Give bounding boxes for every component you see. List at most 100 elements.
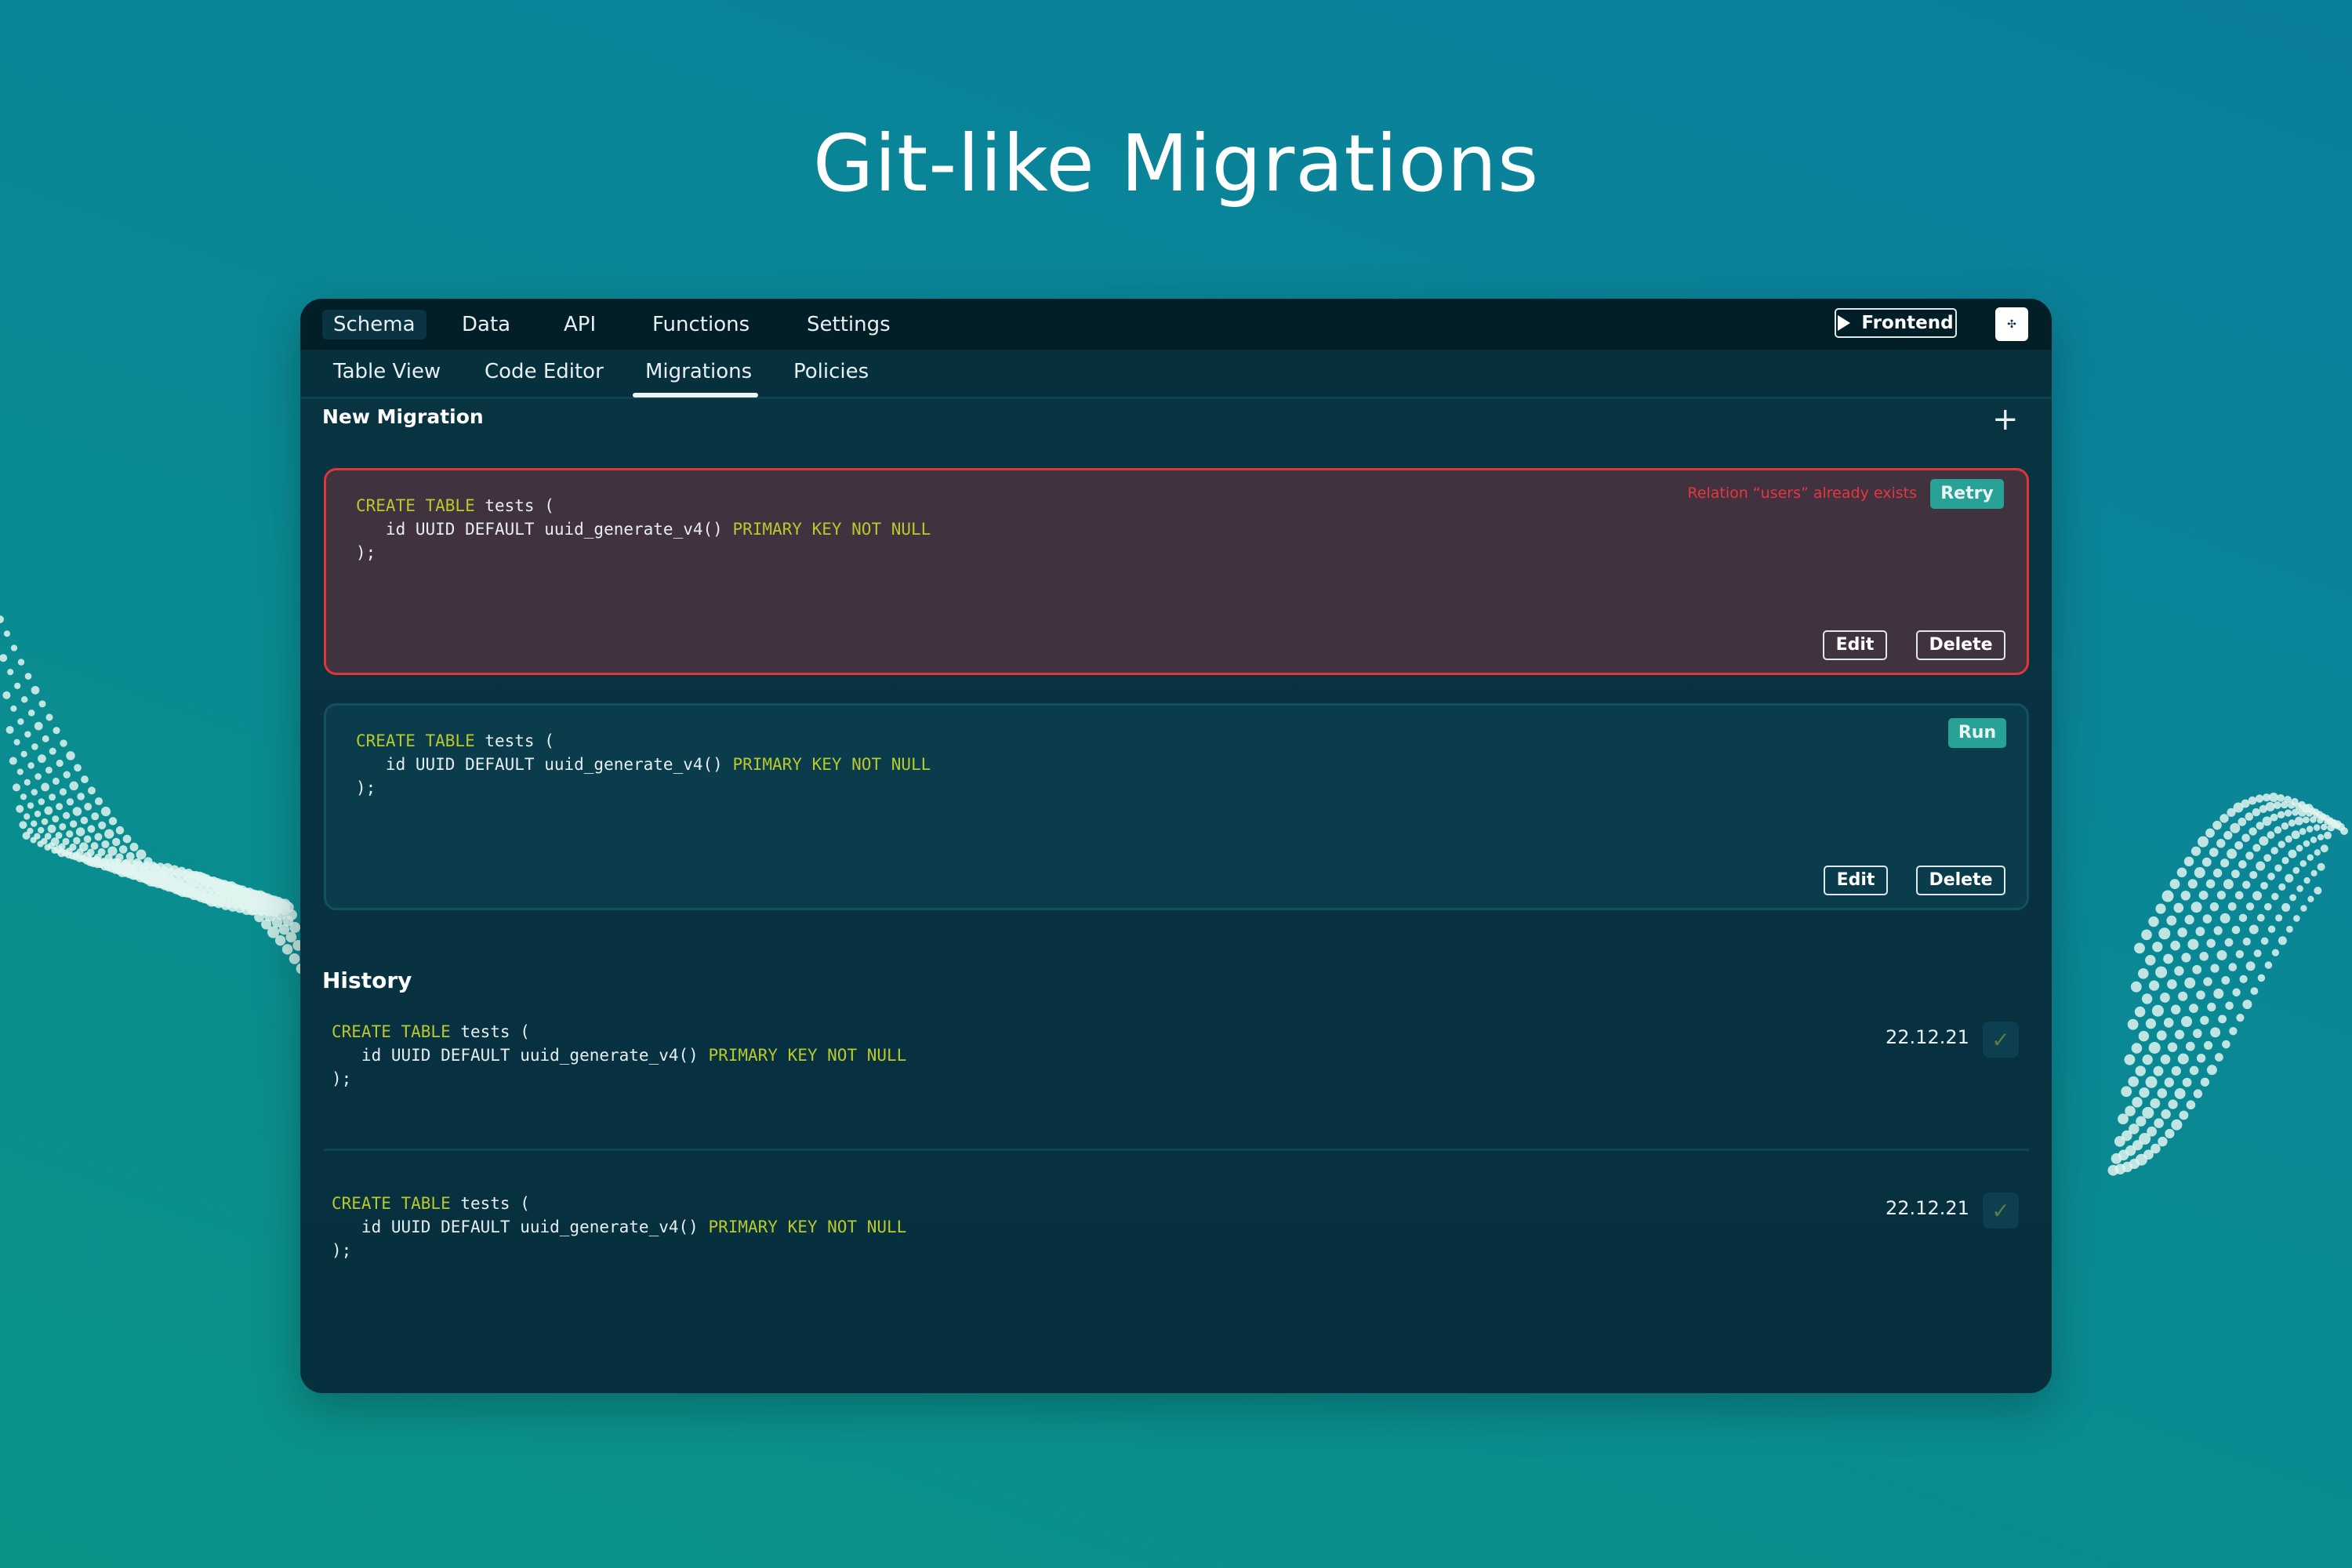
decoration-dot (2150, 1098, 2161, 1109)
decoration-dot (20, 696, 28, 703)
decoration-dot (2249, 827, 2257, 836)
decoration-dot (24, 779, 31, 786)
decoration-dot (2205, 828, 2215, 838)
retry-button[interactable]: Retry (1930, 479, 2004, 509)
decoration-dot (37, 840, 44, 848)
decoration-dot (2186, 1100, 2196, 1110)
decoration-dot (2242, 937, 2251, 946)
code-text: id UUID DEFAULT uuid_generate_v4() (356, 755, 733, 774)
decoration-dot (285, 931, 297, 943)
decoration-dot (100, 806, 111, 817)
decoration-dot (2220, 814, 2229, 823)
nav-functions[interactable]: Functions (652, 313, 750, 336)
decoration-dot (38, 754, 46, 764)
decoration-dot (87, 825, 96, 833)
decoration-dot (2241, 799, 2250, 808)
decoration-dot (2239, 975, 2248, 983)
code-text: ); (332, 1241, 352, 1260)
nav-schema[interactable]: Schema (322, 310, 426, 339)
decoration-dot (17, 718, 24, 725)
app-logo-icon[interactable]: ✣ (1995, 307, 2028, 341)
code-text: ); (356, 779, 376, 797)
nav-api[interactable]: API (564, 313, 597, 336)
decoration-dot (2128, 1076, 2139, 1087)
tab-code-editor[interactable]: Code Editor (485, 360, 604, 383)
decoration-dot (2187, 938, 2199, 950)
decoration-dot (115, 826, 125, 835)
edit-button[interactable]: Edit (1823, 630, 1887, 660)
decoration-dot (2223, 879, 2234, 890)
decoration-dot (2270, 813, 2278, 822)
decoration-dot (30, 837, 37, 844)
run-button[interactable]: Run (1948, 718, 2006, 748)
decoration-dot (91, 812, 100, 821)
decoration-dot (2274, 826, 2282, 834)
decoration-dot (271, 916, 283, 928)
decoration-dot (2196, 1053, 2206, 1063)
decoration-dot (2291, 830, 2300, 840)
decoration-dot (2127, 1018, 2139, 1030)
decoration-dot (2142, 1054, 2153, 1065)
decoration-dot (2228, 963, 2238, 971)
decoration-dot (2267, 831, 2275, 839)
decoration-dot (31, 743, 38, 750)
decoration-dot (3, 630, 11, 637)
decoration-dot (55, 832, 63, 840)
decoration-dot (2245, 851, 2254, 860)
decoration-dot (38, 700, 46, 708)
new-migration-heading: New Migration (322, 405, 484, 428)
decoration-dot (2289, 894, 2297, 902)
decoration-dot (41, 818, 49, 826)
delete-button[interactable]: Delete (1916, 866, 2005, 895)
tab-migrations[interactable]: Migrations (645, 360, 753, 383)
decoration-dot (2294, 816, 2303, 826)
decoration-dot (2222, 1040, 2230, 1049)
decoration-dot (2267, 925, 2276, 933)
active-tab-indicator (633, 393, 758, 397)
decoration-dot (289, 953, 300, 964)
decoration-dot (2210, 964, 2220, 973)
decoration-dot (2194, 867, 2205, 879)
decoration-dot (2221, 976, 2230, 985)
decoration-dot (2264, 902, 2272, 911)
code-text: id UUID DEFAULT uuid_generate_v4() (332, 1218, 709, 1236)
decoration-dot (2212, 868, 2223, 878)
code-text: tests ( (450, 1194, 530, 1213)
history-date: 22.12.21 (1886, 1026, 1969, 1048)
tab-policies[interactable]: Policies (793, 360, 869, 383)
decoration-dot (100, 858, 108, 866)
decoration-dot (2216, 949, 2227, 960)
page-title: Git-like Migrations (812, 118, 1540, 209)
decoration-dot (2148, 1041, 2161, 1054)
play-icon (1838, 315, 1851, 331)
decoration-dot (2270, 847, 2278, 855)
decoration-dot (267, 926, 280, 938)
decoration-dot (2245, 961, 2256, 971)
delete-button[interactable]: Delete (1916, 630, 2005, 660)
decoration-dot (2178, 991, 2188, 1001)
decoration-dot (2121, 1086, 2132, 1098)
decoration-dot (2201, 857, 2212, 867)
decoration-dot (2145, 1076, 2158, 1088)
edit-button[interactable]: Edit (1824, 866, 1888, 895)
frontend-button[interactable]: Frontend (1835, 308, 1957, 338)
decoration-dot (2130, 981, 2142, 993)
decoration-dot (74, 764, 82, 772)
nav-data[interactable]: Data (462, 313, 511, 336)
plus-icon[interactable]: + (1992, 401, 2019, 437)
nav-settings[interactable]: Settings (807, 313, 891, 336)
decoration-dot (2147, 1126, 2158, 1137)
decoration-dot (24, 813, 31, 820)
tab-table-view[interactable]: Table View (333, 360, 441, 383)
decoration-dot (2124, 1054, 2136, 1065)
decoration-dot (2190, 902, 2202, 913)
decoration-dot (2177, 927, 2187, 938)
decoration-dot (31, 685, 40, 695)
decoration-dot (2262, 816, 2272, 826)
code-line: ); (332, 1067, 906, 1091)
decoration-dot (66, 830, 74, 838)
decoration-dot (2271, 892, 2279, 901)
decoration-dot (2218, 1014, 2227, 1024)
decoration-dot (2259, 836, 2269, 846)
decoration-dot (219, 884, 229, 895)
